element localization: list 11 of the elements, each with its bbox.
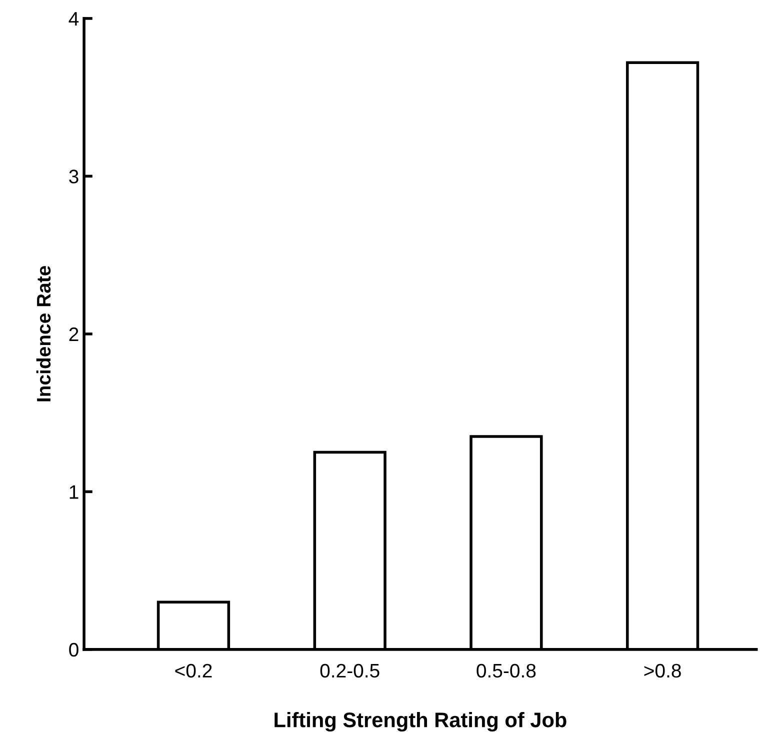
y-tick-label: 2 — [69, 327, 78, 341]
x-tick-label: 0.2-0.5 — [320, 664, 380, 678]
x-axis-title: Lifting Strength Rating of Job — [274, 712, 566, 732]
y-tick-label: 1 — [70, 485, 78, 499]
x-tick-label: >0.8 — [644, 664, 681, 678]
y-tick-label: 3 — [69, 170, 78, 184]
y-tick-label: 0 — [69, 642, 78, 657]
x-tick-label: <0.2 — [175, 664, 212, 678]
y-axis-title: Incidence Rate — [36, 266, 51, 402]
x-tick-label: 0.5-0.8 — [476, 664, 536, 678]
y-tick-label: 4 — [68, 12, 79, 26]
